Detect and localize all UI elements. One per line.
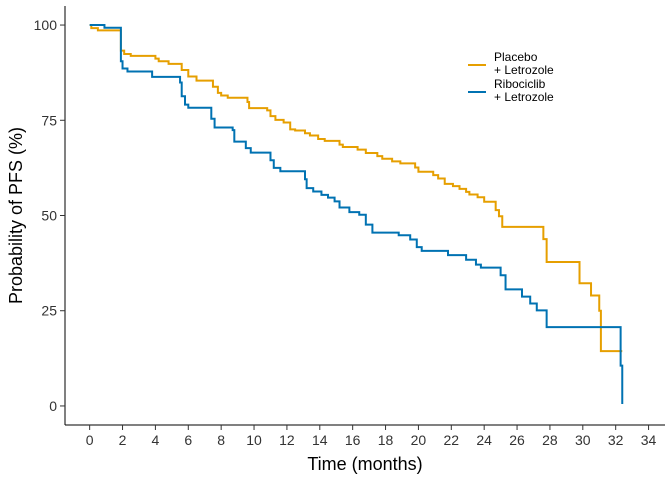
- y-tick-label: 75: [41, 112, 57, 128]
- x-axis-title: Time (months): [307, 454, 422, 474]
- x-tick-label: 22: [444, 432, 460, 448]
- x-tick-label: 30: [575, 432, 591, 448]
- x-tick-label: 14: [312, 432, 328, 448]
- x-tick-label: 0: [86, 432, 94, 448]
- x-tick-label: 24: [476, 432, 492, 448]
- x-tick-label: 26: [509, 432, 525, 448]
- x-tick-label: 28: [542, 432, 558, 448]
- x-tick-label: 8: [217, 432, 225, 448]
- x-tick-label: 18: [378, 432, 394, 448]
- y-tick-label: 25: [41, 303, 57, 319]
- x-tick-label: 32: [608, 432, 624, 448]
- x-tick-label: 10: [246, 432, 262, 448]
- legend-label: + Letrozole: [494, 90, 554, 104]
- y-tick-label: 100: [34, 17, 58, 33]
- x-tick-label: 16: [345, 432, 361, 448]
- y-axis-ticks: 0 25 50 75 100: [34, 17, 65, 414]
- x-tick-label: 2: [119, 432, 127, 448]
- legend-label: Ribociclib: [494, 77, 546, 91]
- series-line-placebo-letrozole: [89, 24, 623, 353]
- x-tick-label: 6: [184, 432, 192, 448]
- x-tick-label: 20: [411, 432, 427, 448]
- x-axis-ticks: 0 2 4 6 8 10 12 14 16 18 20 22 24 26 28 30 32 34: [86, 425, 657, 448]
- x-tick-label: 4: [152, 432, 160, 448]
- x-tick-label: 12: [279, 432, 295, 448]
- legend-label: + Letrozole: [494, 63, 554, 77]
- y-tick-label: 50: [41, 208, 57, 224]
- legend-label: Placebo: [494, 50, 538, 64]
- series-layer: [89, 24, 624, 405]
- y-tick-label: 0: [49, 398, 57, 414]
- y-axis-title: Probability of PFS (%): [6, 127, 26, 304]
- x-tick-label: 34: [641, 432, 657, 448]
- series-line-ribociclib-letrozole: [89, 24, 624, 405]
